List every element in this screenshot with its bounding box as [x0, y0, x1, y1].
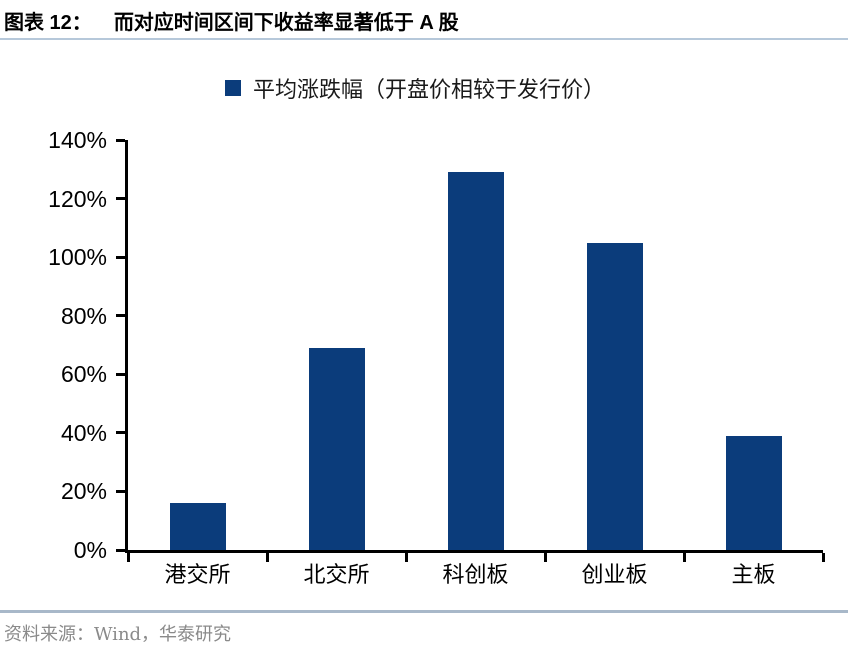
bar-北交所	[308, 347, 365, 550]
x-axis-category-label: 科创板	[442, 563, 509, 588]
y-axis-tick	[116, 197, 125, 201]
x-axis-category-label: 北交所	[303, 563, 370, 588]
x-axis-category-label: 港交所	[164, 563, 231, 588]
footer-divider-line	[0, 610, 848, 613]
y-axis-tick	[116, 431, 125, 435]
x-axis-tick	[682, 553, 686, 562]
source-note: 资料来源：Wind，华泰研究	[4, 624, 232, 645]
y-axis-tick-label: 60%	[60, 361, 107, 388]
chart-legend: 平均涨跌幅（开盘价相较于发行价）	[225, 72, 605, 104]
y-axis-tick-label: 80%	[60, 302, 107, 329]
x-axis-category-label: 主板	[731, 563, 776, 588]
y-axis-tick-label: 100%	[48, 244, 107, 271]
y-axis-tick	[116, 314, 125, 318]
x-axis-tick	[821, 553, 825, 562]
y-axis-tick	[116, 489, 125, 493]
y-axis-tick-label: 140%	[48, 127, 107, 153]
y-axis-tick	[116, 372, 125, 376]
x-axis-tick	[404, 553, 408, 562]
y-axis-tick-label: 20%	[60, 478, 107, 505]
plot-area: 0% 20% 40% 60% 80% 100% 120% 140% 港交所 北交所 科创板 创业板 主板	[48, 127, 825, 588]
legend-series-label: 平均涨跌幅（开盘价相较于发行价）	[253, 78, 606, 103]
y-axis-tick	[116, 548, 125, 552]
y-axis-tick-label: 0%	[73, 537, 107, 563]
y-axis-tick	[116, 255, 125, 259]
figure-number-label: 图表 12：	[4, 12, 92, 34]
title-divider-line	[0, 38, 848, 40]
y-axis-tick-label: 120%	[48, 185, 107, 212]
figure-header: 图表 12： 而对应时间区间下收益率显著低于 A 股	[4, 6, 844, 35]
bar-创业板	[586, 242, 643, 550]
y-axis-tick	[116, 138, 125, 142]
bar-港交所	[169, 503, 226, 550]
x-axis-tick	[126, 553, 130, 562]
bar-主板	[725, 435, 782, 550]
x-axis-tick	[543, 553, 547, 562]
legend-swatch-icon	[225, 80, 241, 96]
x-axis-category-label: 创业板	[581, 563, 648, 588]
figure-title: 而对应时间区间下收益率显著低于 A 股	[113, 12, 459, 34]
x-axis-tick	[265, 553, 269, 562]
y-axis-tick-label: 40%	[60, 419, 107, 446]
bar-科创板	[447, 172, 504, 550]
